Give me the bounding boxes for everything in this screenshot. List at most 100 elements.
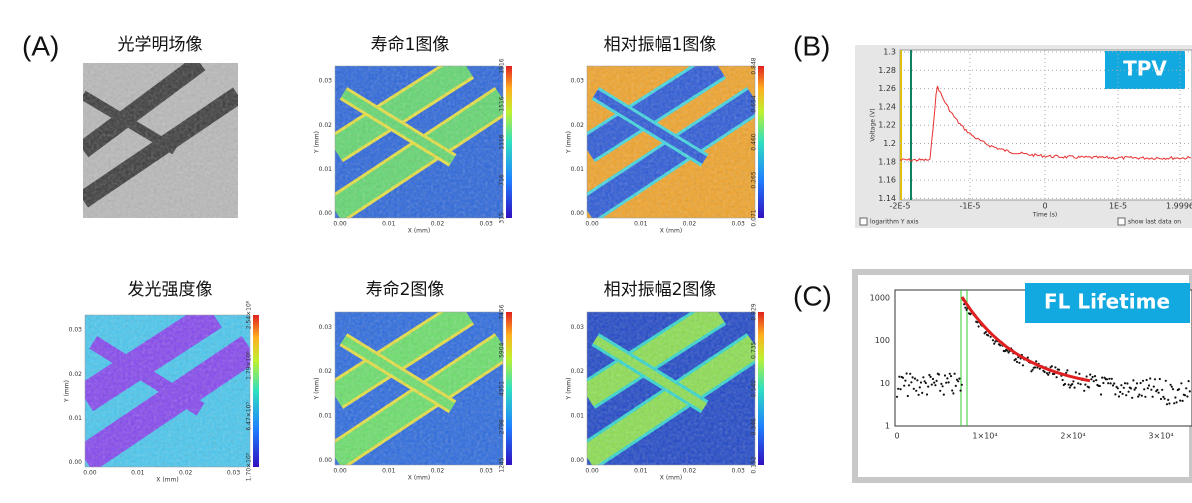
fl-point bbox=[946, 377, 949, 380]
fl-point bbox=[895, 395, 899, 398]
fl-point bbox=[1063, 382, 1067, 386]
y-tick-label: 0.00 bbox=[319, 457, 333, 464]
fl-point bbox=[949, 375, 953, 378]
colorbar-label: 1.79×10⁶ bbox=[246, 351, 253, 380]
y-tick-label: 0.03 bbox=[69, 327, 83, 334]
fl-point bbox=[897, 387, 900, 390]
x-tick-label: 3×10⁴ bbox=[1148, 432, 1173, 441]
fl-point bbox=[1048, 371, 1051, 374]
fl-point bbox=[909, 372, 912, 375]
fl-point bbox=[1116, 387, 1119, 390]
x-axis-label: X (mm) bbox=[408, 228, 430, 235]
fl-point bbox=[960, 383, 963, 386]
fl-point bbox=[911, 376, 914, 379]
tpv-plot: 1.3 1.28 1.26 1.24 1.22 1.2 1.18 1.16 1.14-2E-5 -… bbox=[870, 48, 1192, 226]
badge: TPV bbox=[1123, 57, 1167, 81]
fl-point bbox=[1161, 388, 1164, 391]
y-tick-label: 1.16 bbox=[878, 176, 896, 185]
fl-point bbox=[953, 372, 956, 375]
y-tick-label: 0.01 bbox=[571, 413, 585, 420]
fl-point bbox=[1031, 368, 1034, 371]
fl-point bbox=[993, 342, 996, 345]
y-tick-label: 0.01 bbox=[571, 166, 585, 173]
y-tick-label: 10 bbox=[880, 379, 890, 388]
fl-point bbox=[1026, 356, 1029, 359]
fl-point bbox=[1102, 381, 1105, 385]
fl-point bbox=[921, 391, 924, 394]
fl-point bbox=[955, 378, 959, 381]
colorbar-label: 0.071 bbox=[751, 209, 758, 226]
fl-point bbox=[937, 373, 941, 376]
colorbar-label: 0.929 bbox=[751, 303, 758, 320]
fl-point bbox=[1047, 373, 1050, 376]
fl-point bbox=[930, 383, 933, 386]
fl-point bbox=[1109, 382, 1112, 385]
y-axis-label: Y (mm) bbox=[566, 378, 573, 401]
y-tick-label: 0.02 bbox=[571, 368, 585, 375]
fl-point bbox=[1156, 388, 1159, 391]
colorbar-label: 0.654 bbox=[751, 95, 758, 112]
map-frame bbox=[586, 65, 756, 219]
fl-point bbox=[958, 377, 961, 380]
x-tick-label: 0.00 bbox=[333, 468, 347, 475]
fl-point bbox=[1110, 377, 1113, 380]
y-tick-label: 1.26 bbox=[878, 84, 896, 93]
fl-point bbox=[934, 384, 937, 387]
fl-point bbox=[912, 387, 915, 390]
colorbar bbox=[506, 66, 512, 218]
x-tick-label: 1.9996 bbox=[1166, 202, 1192, 211]
fl-point bbox=[964, 306, 967, 309]
fl-point bbox=[1087, 386, 1091, 389]
fl-point bbox=[1122, 386, 1125, 389]
y-tick-label: 0.01 bbox=[69, 415, 83, 422]
fl-point bbox=[1141, 379, 1145, 382]
fl-point bbox=[943, 374, 947, 377]
fl-point bbox=[1151, 395, 1154, 398]
fl-point bbox=[1078, 372, 1081, 375]
fl-point bbox=[1169, 383, 1172, 386]
x-axis-label: X (mm) bbox=[408, 475, 430, 482]
fl-point bbox=[1177, 388, 1181, 391]
map-title: 相对振幅1图像 bbox=[604, 35, 717, 55]
colorbar-label: 7456 bbox=[499, 304, 506, 319]
fl-point bbox=[957, 380, 960, 383]
colorbar-label: 1516 bbox=[499, 96, 506, 111]
map-title: 寿命2图像 bbox=[366, 280, 445, 300]
fl-point bbox=[1121, 392, 1124, 395]
fl-point bbox=[1129, 387, 1133, 390]
panel-label: (B) bbox=[793, 30, 830, 61]
fl-point bbox=[1079, 383, 1082, 386]
fl-point bbox=[1089, 373, 1092, 376]
y-tick-label: 0.02 bbox=[69, 371, 83, 378]
fl-point bbox=[952, 392, 955, 395]
colorbar-label: 0.265 bbox=[751, 171, 758, 188]
fl-point bbox=[1167, 398, 1170, 401]
fl-point bbox=[954, 384, 957, 387]
fl-point bbox=[1188, 390, 1191, 393]
fl-point bbox=[1007, 351, 1010, 354]
fl-point bbox=[941, 385, 944, 388]
y-axis-label: Y (mm) bbox=[314, 378, 321, 401]
fl-point bbox=[1134, 386, 1137, 389]
fl-point bbox=[984, 331, 987, 334]
fl-point bbox=[1111, 384, 1115, 387]
x-axis-label: Time (s) bbox=[1032, 212, 1057, 219]
x-tick-label: 2×10⁴ bbox=[1060, 432, 1085, 441]
fl-point bbox=[927, 385, 930, 388]
fl-point bbox=[925, 393, 929, 396]
fl-point bbox=[1099, 393, 1103, 396]
x-tick-label: 0.03 bbox=[227, 470, 241, 477]
x-tick-label: 0.03 bbox=[732, 468, 746, 475]
fl-point bbox=[1186, 395, 1189, 398]
y-tick-label: 0.03 bbox=[319, 78, 333, 85]
fl-point bbox=[1185, 387, 1188, 390]
fl-point bbox=[1071, 383, 1074, 386]
fl-point bbox=[994, 340, 997, 343]
x-tick-label: 0.01 bbox=[634, 468, 648, 475]
fl-point bbox=[1030, 370, 1033, 373]
x-tick-label: 0.01 bbox=[382, 221, 396, 228]
colorbar-label: 716 bbox=[499, 174, 506, 186]
fl-point bbox=[918, 386, 921, 389]
texture bbox=[85, 315, 250, 467]
colorbar bbox=[758, 312, 764, 465]
